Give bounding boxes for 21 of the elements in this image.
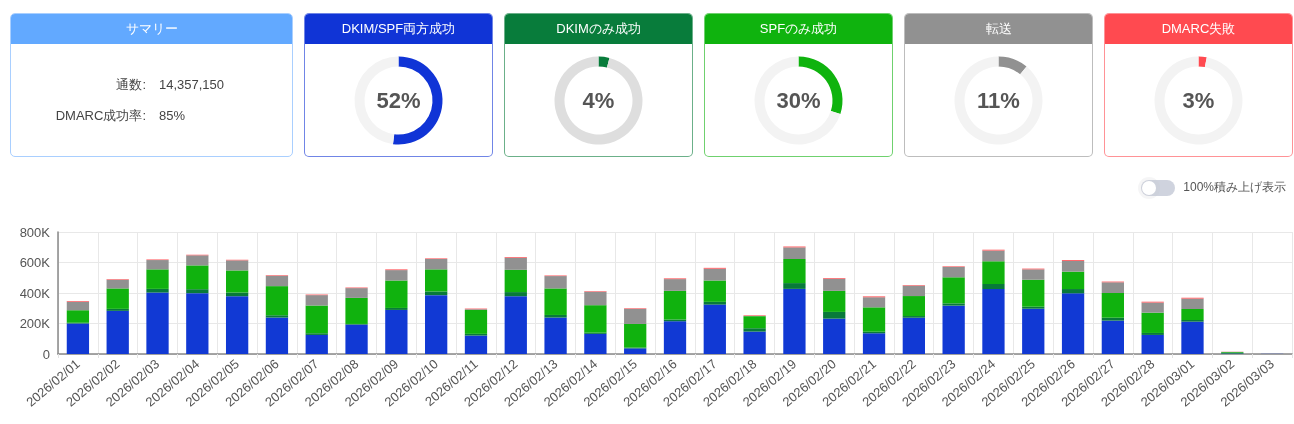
chart-title: SPFのみ成功 <box>759 20 838 38</box>
chart-title: DKIMのみ成功 <box>556 20 641 38</box>
y-tick-label: 600K <box>19 255 51 270</box>
y-tick-label: 0 <box>42 346 50 362</box>
y-tick-label: 800K <box>19 224 51 240</box>
text: 通数: <box>116 77 146 92</box>
text: 100%積み上げ表示 <box>1183 179 1286 196</box>
text: 4% <box>582 88 615 113</box>
text: 85% <box>159 108 186 123</box>
text: 14,357,150 <box>159 77 225 92</box>
chart-title: 転送 <box>985 20 1012 38</box>
text: 52% <box>376 88 421 113</box>
text: 30% <box>776 88 821 113</box>
text: 11% <box>977 88 1020 113</box>
y-tick-label: 200K <box>19 316 51 331</box>
text: 3% <box>1182 88 1215 113</box>
chart-title: DKIM/SPF両方成功 <box>341 20 456 38</box>
text: サマリー <box>125 20 178 38</box>
text: DMARC成功率: <box>55 108 146 123</box>
chart-title: DMARC失敗 <box>1161 20 1236 38</box>
y-tick-label: 400K <box>19 285 51 301</box>
